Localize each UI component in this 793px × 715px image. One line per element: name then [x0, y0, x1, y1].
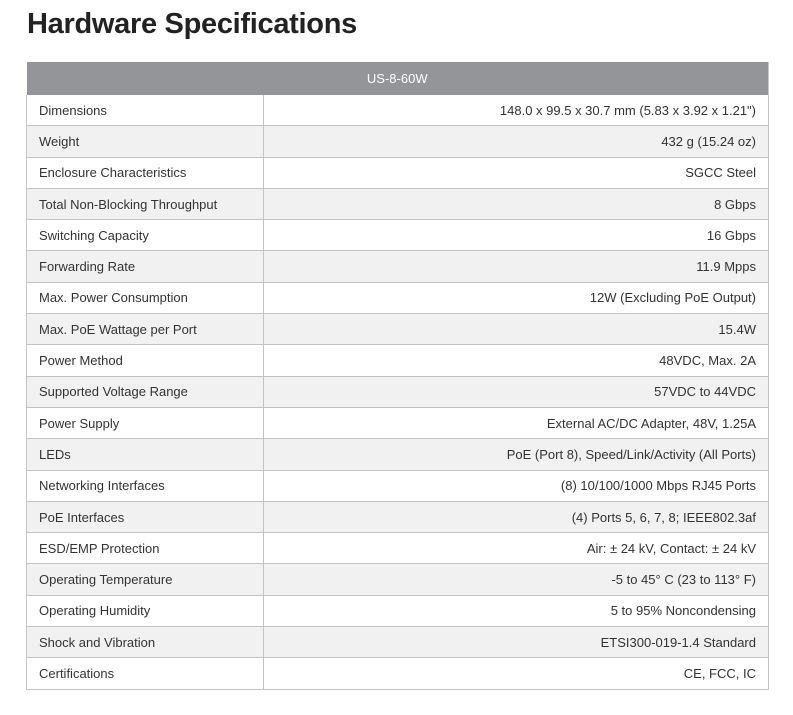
spec-value: PoE (Port 8), Speed/Link/Activity (All P… — [263, 438, 769, 471]
spec-label: ESD/EMP Protection — [26, 532, 264, 565]
table-row: Operating Humidity 5 to 95% Noncondensing — [26, 595, 769, 628]
spec-label: Certifications — [26, 657, 264, 690]
table-row: Dimensions 148.0 x 99.5 x 30.7 mm (5.83 x… — [26, 95, 769, 127]
spec-value: (8) 10/100/1000 Mbps RJ45 Ports — [263, 470, 769, 502]
spec-value: 432 g (15.24 oz) — [263, 125, 769, 158]
table-row: LEDs PoE (Port 8), Speed/Link/Activity (A… — [26, 438, 769, 471]
spec-value: External AC/DC Adapter, 48V, 1.25A — [263, 407, 769, 440]
spec-value: SGCC Steel — [263, 157, 769, 189]
spec-label: PoE Interfaces — [26, 501, 264, 534]
spec-label: Max. PoE Wattage per Port — [26, 313, 264, 346]
spec-value: CE, FCC, IC — [263, 657, 769, 690]
spec-label: Shock and Vibration — [26, 626, 264, 659]
spec-label: Power Method — [26, 344, 264, 377]
table-row: Power Supply External AC/DC Adapter, 48V,… — [26, 407, 769, 440]
table-row: Shock and Vibration ETSI300-019-1.4 Stand… — [26, 626, 769, 659]
table-row: Max. PoE Wattage per Port 15.4W — [26, 313, 769, 346]
spec-value: 5 to 95% Noncondensing — [263, 595, 769, 628]
table-row: Weight 432 g (15.24 oz) — [26, 125, 769, 158]
model-header: US-8-60W — [26, 62, 769, 95]
table-row: Networking Interfaces (8) 10/100/1000 Mbp… — [26, 470, 769, 502]
spec-label: Enclosure Characteristics — [26, 157, 264, 189]
table-row: Certifications CE, FCC, IC — [26, 657, 769, 690]
table-row: ESD/EMP Protection Air: ± 24 kV, Contact:… — [26, 532, 769, 565]
spec-label: Total Non-Blocking Throughput — [26, 188, 264, 221]
spec-label: Operating Humidity — [26, 595, 264, 628]
table-row: Supported Voltage Range 57VDC to 44VDC — [26, 376, 769, 408]
spec-value: -5 to 45° C (23 to 113° F) — [263, 563, 769, 596]
spec-value: 57VDC to 44VDC — [263, 376, 769, 408]
spec-value: (4) Ports 5, 6, 7, 8; IEEE802.3af — [263, 501, 769, 534]
spec-value: 148.0 x 99.5 x 30.7 mm (5.83 x 3.92 x 1.… — [263, 95, 769, 127]
spec-label: Forwarding Rate — [26, 250, 264, 283]
page-title: Hardware Specifications — [27, 8, 357, 40]
spec-label: LEDs — [26, 438, 264, 471]
spec-value: 15.4W — [263, 313, 769, 346]
spec-label: Networking Interfaces — [26, 470, 264, 502]
spec-value: 8 Gbps — [263, 188, 769, 221]
spec-label: Power Supply — [26, 407, 264, 440]
spec-value: 11.9 Mpps — [263, 250, 769, 283]
spec-value: 48VDC, Max. 2A — [263, 344, 769, 377]
table-row: PoE Interfaces (4) Ports 5, 6, 7, 8; IEEE… — [26, 501, 769, 534]
spec-value: Air: ± 24 kV, Contact: ± 24 kV — [263, 532, 769, 565]
table-row: Max. Power Consumption 12W (Excluding PoE… — [26, 282, 769, 315]
spec-label: Supported Voltage Range — [26, 376, 264, 408]
spec-label: Dimensions — [26, 95, 264, 127]
table-row: Total Non-Blocking Throughput 8 Gbps — [26, 188, 769, 221]
spec-label: Weight — [26, 125, 264, 158]
table-row: Operating Temperature -5 to 45° C (23 to … — [26, 563, 769, 596]
spec-label: Operating Temperature — [26, 563, 264, 596]
spec-table: US-8-60W Dimensions 148.0 x 99.5 x 30.7 m… — [26, 62, 769, 690]
spec-value: ETSI300-019-1.4 Standard — [263, 626, 769, 659]
table-row: Switching Capacity 16 Gbps — [26, 219, 769, 252]
table-row: Forwarding Rate 11.9 Mpps — [26, 250, 769, 283]
spec-label: Max. Power Consumption — [26, 282, 264, 315]
table-row: Enclosure Characteristics SGCC Steel — [26, 157, 769, 189]
table-row: Power Method 48VDC, Max. 2A — [26, 344, 769, 377]
spec-value: 12W (Excluding PoE Output) — [263, 282, 769, 315]
spec-value: 16 Gbps — [263, 219, 769, 252]
spec-label: Switching Capacity — [26, 219, 264, 252]
